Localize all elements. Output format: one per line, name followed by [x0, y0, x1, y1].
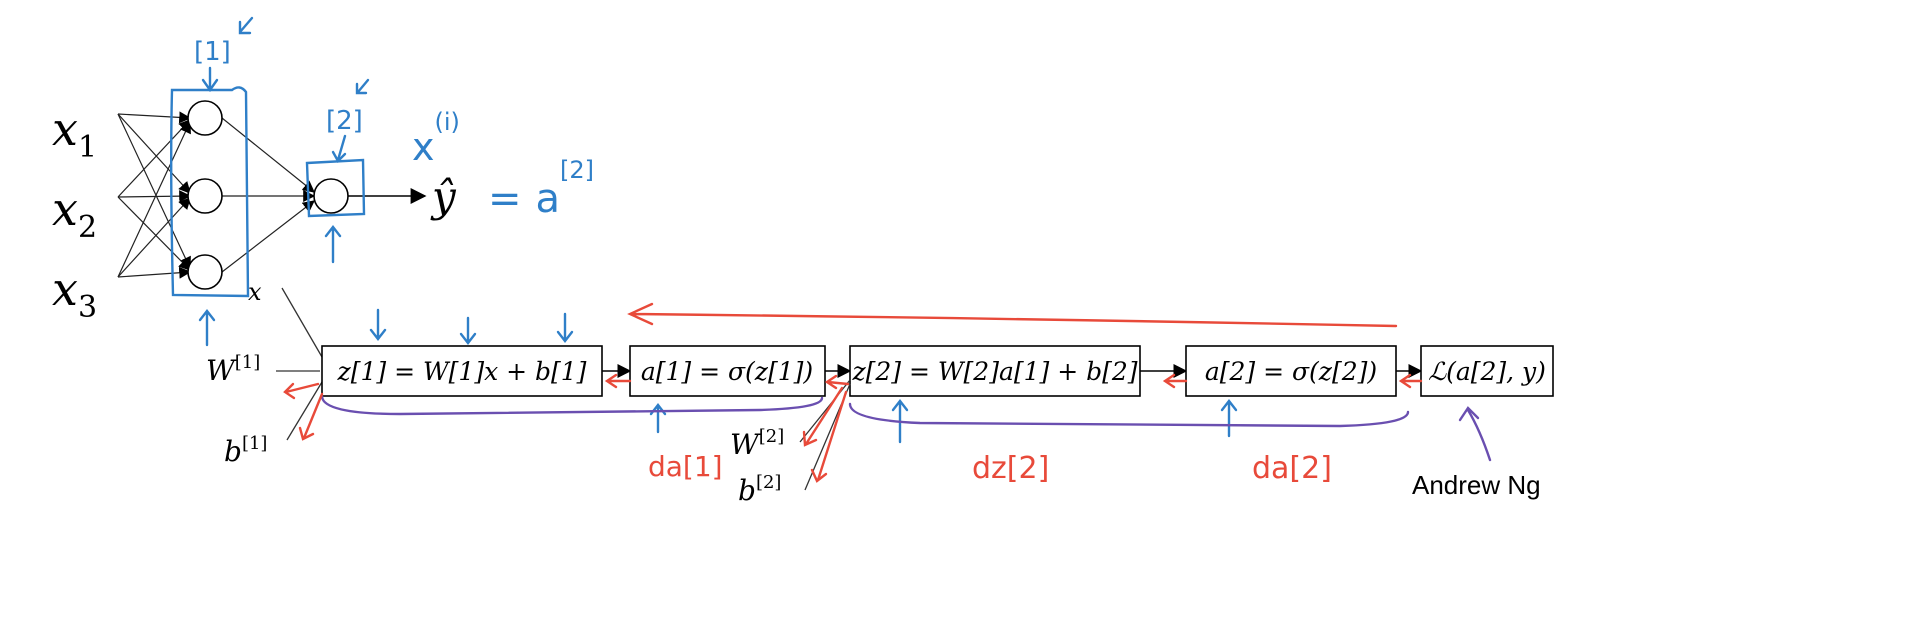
z2-to-a1-back: [824, 374, 850, 390]
layer2-down-arrow: [331, 134, 347, 163]
layer2-up-arrow: [324, 225, 342, 264]
hidden-neuron-1: [187, 100, 223, 136]
a2-to-z2-back: [1162, 373, 1188, 389]
w1-label: W[1]: [206, 352, 260, 387]
x-to-z1-line: [281, 287, 323, 358]
neural-network: x1 x2 x3 ŷ: [52, 100, 457, 325]
da1-annotation: da[1]: [648, 450, 723, 483]
layer-annotations: [170, 16, 370, 347]
loss-box-label: ℒ(a[2], y): [1428, 357, 1546, 386]
dz2-annotation: dz[2]: [972, 451, 1049, 486]
a1-box: [629, 345, 826, 397]
computation-graph: x W[1] b[1] z[1] = W[1]x + b[1] a[1] = σ…: [206, 278, 1554, 507]
a2-up-arrow: [1220, 399, 1238, 438]
a1-to-z1-back: [604, 373, 632, 389]
author-credit: Andrew Ng: [1412, 470, 1541, 500]
b1-label: b[1]: [224, 433, 267, 468]
loss-pointer: [1458, 406, 1492, 462]
input-x3-label: x3: [52, 262, 97, 325]
layer2-outline: [305, 158, 366, 218]
layer2-bracket-label: [2]: [326, 106, 363, 136]
backprop-long-arrow: [627, 302, 1398, 328]
output-yhat-label: ŷ: [430, 172, 457, 221]
layer2-bracket: [848, 402, 1410, 428]
output-equals-label: = a[2]: [488, 156, 594, 222]
hidden-neuron-3: [187, 254, 223, 290]
graph-x-label: x: [248, 278, 262, 306]
a1-up-arrow: [649, 403, 667, 434]
input-x1-label: x1: [52, 102, 97, 165]
w2-label: W[2]: [730, 426, 784, 461]
z1-input-arrow-3: [556, 312, 574, 343]
hidden-neuron-2: [187, 178, 223, 214]
z2-box-label: z[2] = W[2]a[1] + b[2]: [851, 357, 1137, 386]
layer1-outline: [170, 86, 250, 298]
z1-box: [321, 345, 603, 397]
z1-to-w1-back: [283, 382, 320, 400]
sample-x-label: x(i): [412, 108, 460, 169]
layer1-down-arrow: [201, 66, 219, 93]
z2-box: [849, 345, 1141, 397]
b2-label: b[2]: [738, 472, 781, 507]
hidden-connections: [221, 117, 316, 273]
backprop-arrows: [283, 302, 1423, 483]
z1-input-arrow-1: [369, 308, 387, 341]
loss-box: [1420, 345, 1554, 397]
a1-box-label: a[1] = σ(z[1]): [641, 357, 813, 386]
layer2-tick-arrow: [355, 78, 370, 95]
z1-to-b1-back: [298, 392, 324, 441]
input-connections: [117, 111, 192, 279]
z2-to-b2-back: [810, 390, 848, 483]
a2-box-label: a[2] = σ(z[2]): [1205, 357, 1377, 386]
da2-annotation: da[2]: [1252, 451, 1332, 486]
z1-box-label: z[1] = W[1]x + b[1]: [337, 357, 587, 386]
purple-brackets: [320, 394, 1492, 462]
layer1-bracket: [320, 394, 824, 416]
a2-box: [1185, 345, 1397, 397]
loss-to-a2-back: [1398, 373, 1423, 389]
z2-to-w2-back: [802, 386, 844, 447]
input-x2-label: x2: [52, 182, 97, 245]
output-neuron: [313, 178, 349, 214]
z1-input-arrow-2: [459, 316, 477, 345]
layer1-bracket-label: [1]: [194, 37, 231, 67]
layer1-tick-arrow: [238, 16, 254, 35]
layer1-up-arrow: [198, 309, 216, 347]
b1-to-z1-line: [286, 381, 323, 441]
